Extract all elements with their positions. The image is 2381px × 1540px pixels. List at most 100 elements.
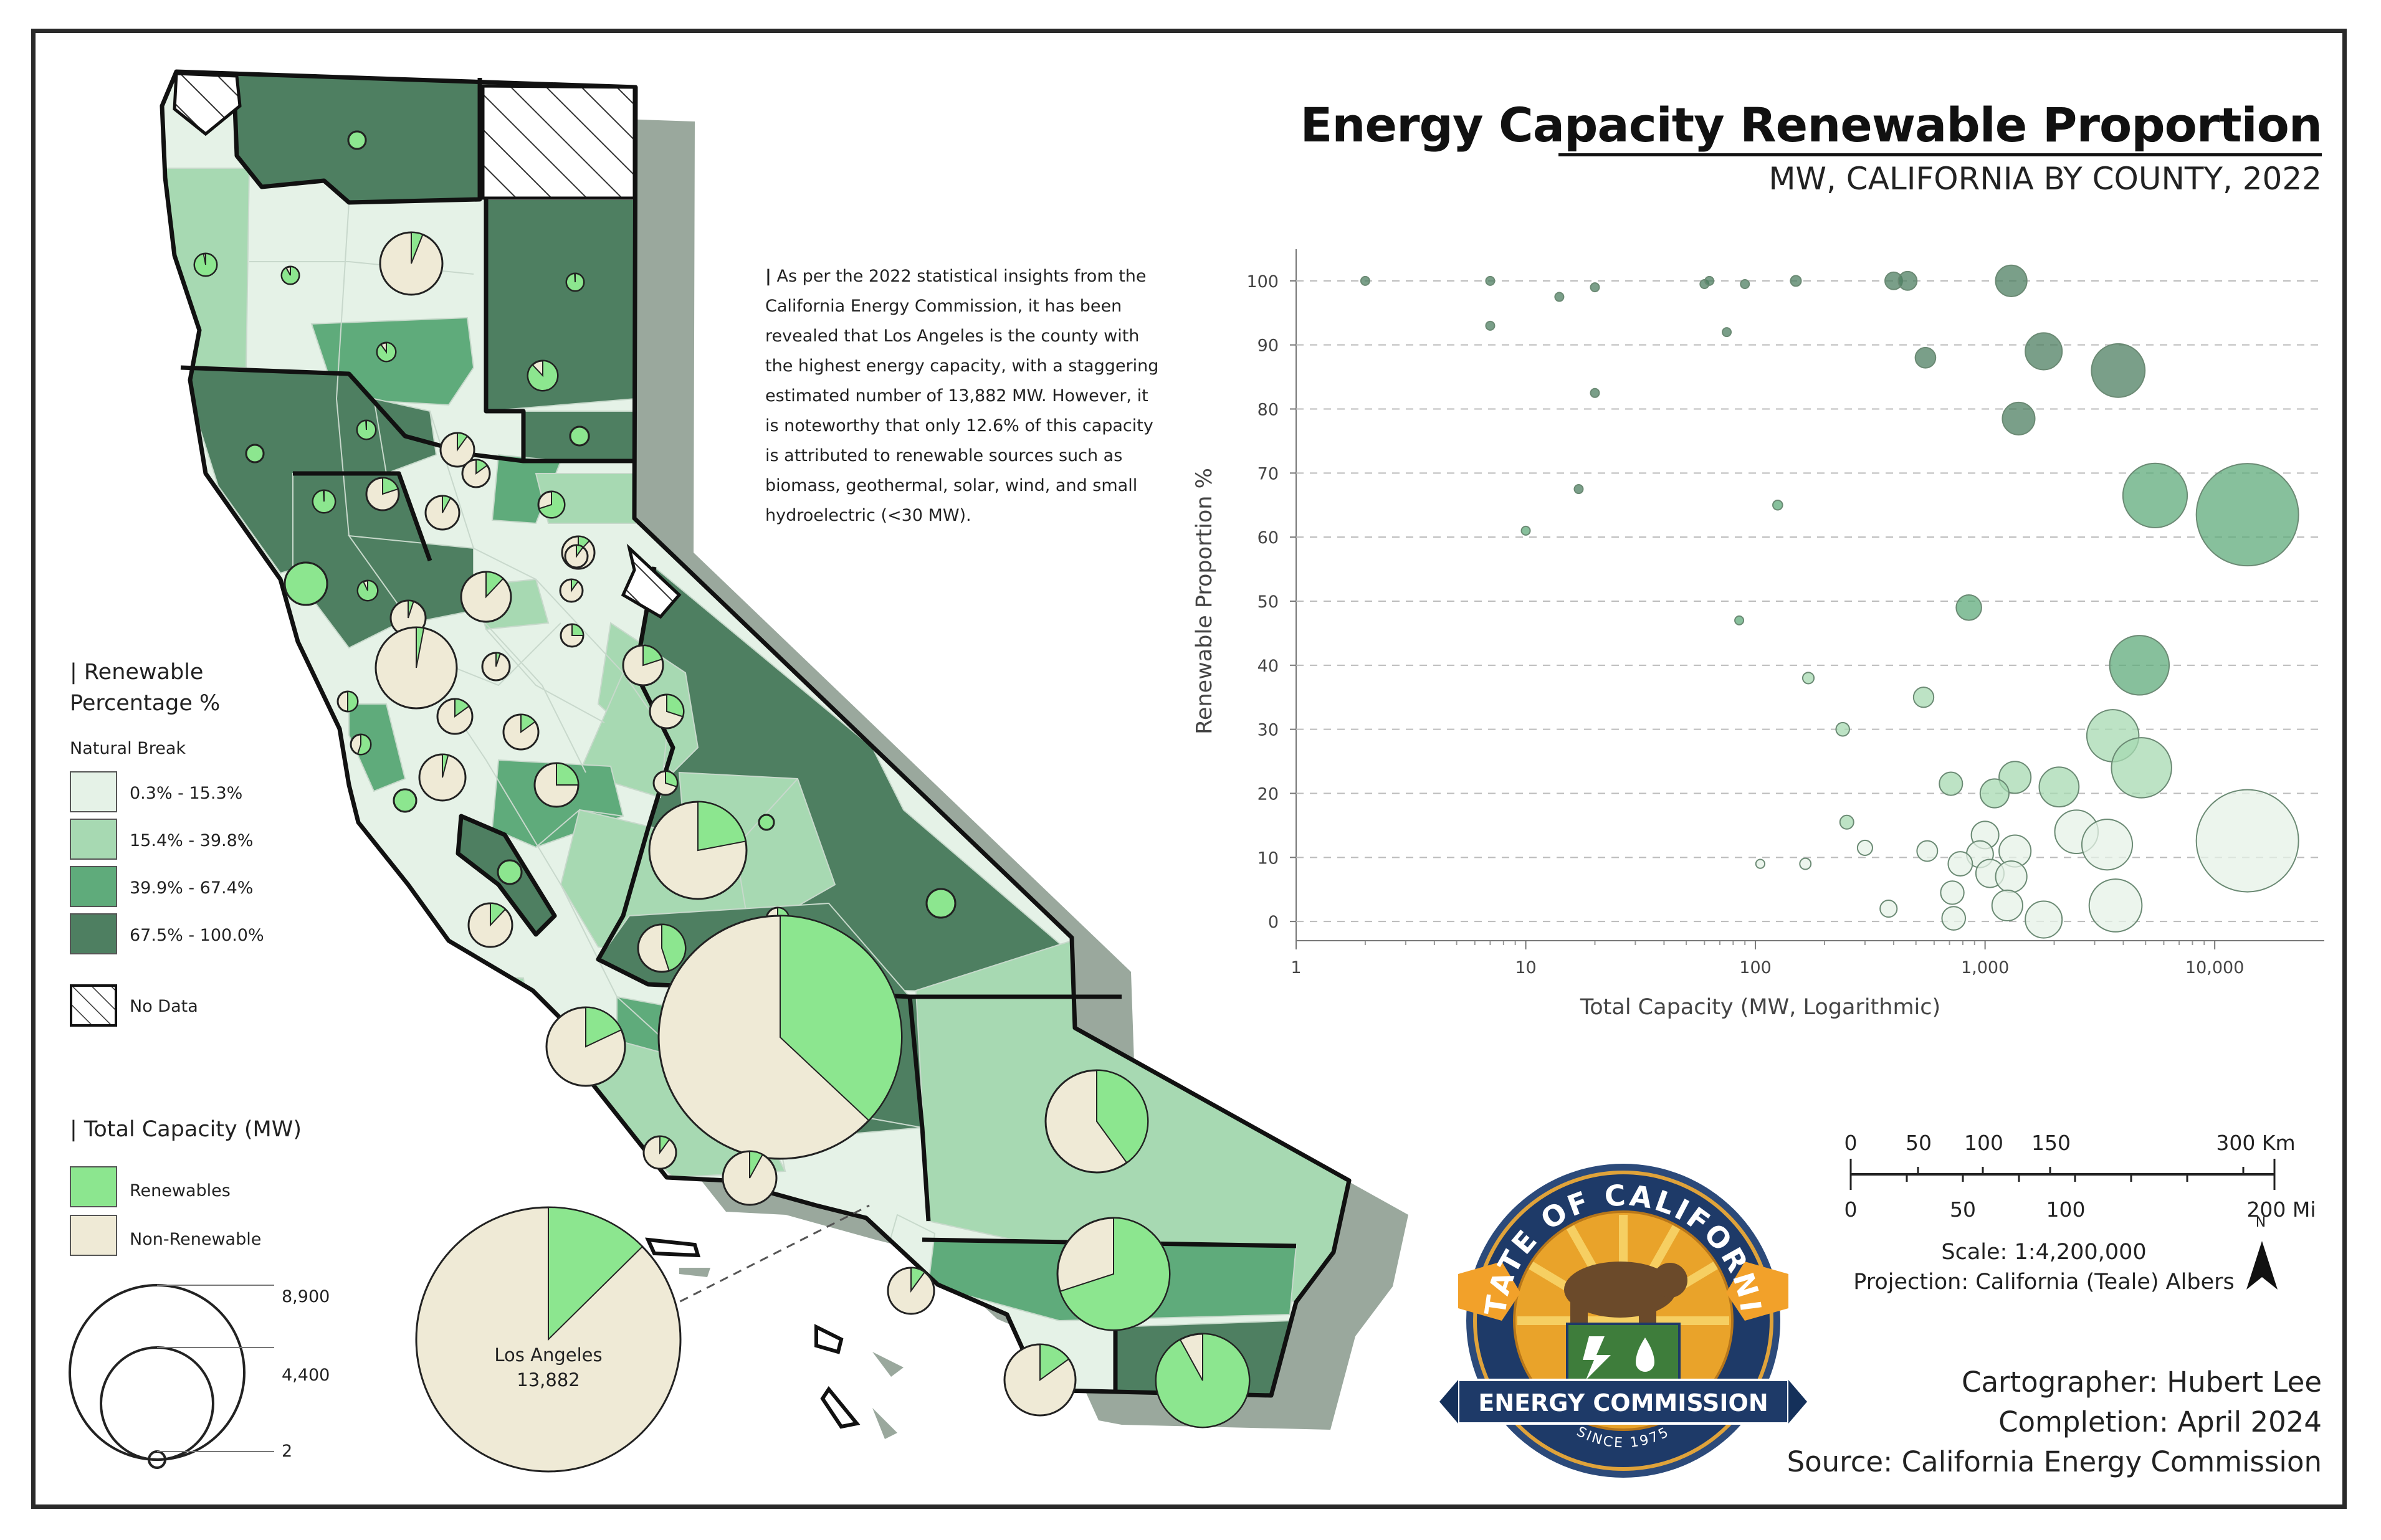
callout-leader	[666, 1204, 870, 1309]
county-pie	[1155, 1333, 1251, 1428]
county-pie	[375, 626, 458, 710]
scale-km-50: 50	[1906, 1131, 1932, 1155]
y-tick-label: 40	[1257, 657, 1279, 676]
scatter-point	[1799, 857, 1812, 870]
north-label: N	[2255, 1215, 2266, 1230]
county-pie	[356, 419, 377, 440]
county-pie	[193, 252, 218, 277]
county-pie	[758, 814, 775, 831]
legend-renewable-heading: | Renewable Percentage %	[70, 660, 221, 716]
county-pie	[642, 1135, 677, 1170]
nodata-del-norte-top	[173, 72, 242, 136]
scatter-point	[2091, 343, 2146, 398]
legend-swatch-nonrenewable	[70, 1215, 117, 1256]
scatter-point	[2109, 635, 2170, 696]
scale-ratio: Scale: 1:4,200,000	[1941, 1240, 2147, 1265]
county-pie	[502, 713, 540, 751]
legend-swatch-renewables	[70, 1166, 117, 1207]
scatter-point	[1879, 900, 1898, 918]
legend-nodata-swatch	[70, 984, 117, 1027]
county-pie	[350, 733, 372, 756]
y-tick-label: 100	[1246, 272, 1279, 292]
scatter-point	[1554, 292, 1565, 302]
description-text: | As per the 2022 statistical insights f…	[765, 267, 1159, 525]
county-pie	[439, 432, 475, 468]
north-arrow-icon	[2246, 1241, 2278, 1290]
county-pie	[436, 698, 474, 735]
county-pie	[559, 578, 584, 603]
legend-label-nonrenewable: Non-Renewable	[130, 1230, 262, 1249]
scatter-point	[1979, 778, 2010, 809]
scatter-point	[1940, 880, 1965, 905]
source-credit: Source: California Energy Commission	[1787, 1445, 2322, 1478]
nodata-alpine	[621, 543, 682, 619]
y-tick-label: 10	[1257, 848, 1279, 868]
scatter-point	[1912, 687, 1935, 708]
county-pie	[1056, 1217, 1171, 1331]
y-tick-label: 80	[1257, 401, 1279, 420]
x-tick-label: 10	[1515, 958, 1536, 977]
y-tick-label: 90	[1257, 336, 1279, 356]
scale-bar	[1849, 1159, 2276, 1190]
scatter-point	[2122, 462, 2188, 528]
county-pie	[1003, 1343, 1077, 1417]
scale-km-0: 0	[1844, 1131, 1858, 1155]
scatter-point	[2002, 401, 2036, 435]
x-tick-label: 10,000	[2185, 958, 2244, 977]
county-pie	[379, 231, 444, 296]
scale-mi-100: 100	[2046, 1197, 2086, 1222]
y-tick-label: 30	[1257, 721, 1279, 740]
energy-commission-seal: STATE OF CALIFORNIA ENERGY COMMISSION SI…	[1433, 1156, 1807, 1478]
scatter-point	[2025, 900, 2063, 939]
map-subtitle: MW, CALIFORNIA BY COUNTY, 2022	[1768, 161, 2322, 197]
county-pie	[497, 859, 523, 885]
legend-label-nodata: No Data	[130, 997, 198, 1016]
legend-size-medium: 4,400	[282, 1366, 330, 1385]
scatter-point	[1801, 672, 1815, 685]
county-pie	[461, 459, 491, 488]
county-pie	[569, 425, 590, 447]
county-pie	[533, 762, 580, 808]
legend-capacity-heading: | Total Capacity (MW)	[70, 1117, 302, 1142]
map-frame	[31, 29, 2347, 1509]
scatter-point	[2081, 819, 2134, 871]
x-tick-label: 100	[1739, 958, 1772, 977]
county-pie	[280, 265, 300, 285]
map-title: Energy Capacity Renewable Proportion	[1300, 97, 2322, 153]
cartographer-credit: Cartographer: Hubert Lee	[1962, 1366, 2322, 1399]
legend-label-class1: 0.3% - 15.3%	[130, 784, 243, 803]
scatter-point	[1755, 858, 1766, 869]
scatter-point	[1360, 275, 1370, 286]
county-pie	[564, 544, 589, 569]
county-pie	[284, 561, 328, 606]
projection-text: Projection: California (Teale) Albers	[1853, 1270, 2235, 1295]
county-pie	[418, 753, 467, 802]
scatter-point	[1995, 264, 2028, 297]
scatter-point	[1991, 889, 2023, 922]
title-underline	[1558, 153, 2322, 156]
scatter-point	[2195, 463, 2299, 567]
scatter-point	[1835, 721, 1850, 737]
scatter-point	[1704, 275, 1715, 286]
seal-banner-text: ENERGY COMMISSION	[1478, 1389, 1768, 1417]
county-pie	[460, 571, 512, 623]
county-pie	[887, 1267, 935, 1315]
scatter-point	[1914, 346, 1937, 369]
county-pie	[637, 923, 687, 973]
county-pie	[560, 623, 585, 648]
map-pies	[193, 130, 1251, 1428]
county-pie	[424, 495, 460, 531]
legend-size-circles	[69, 1284, 274, 1469]
legend-label-renewables: Renewables	[130, 1181, 231, 1200]
scale-mi-0: 0	[1844, 1197, 1858, 1222]
la-callout-county: Los Angeles	[494, 1344, 603, 1366]
x-tick-label: 1,000	[1961, 958, 2009, 977]
legend-label-class3: 39.9% - 67.4%	[130, 878, 254, 898]
scatter-point	[1790, 275, 1802, 287]
county-pie	[652, 770, 679, 796]
scatter-point	[1941, 906, 1967, 931]
county-pie	[622, 644, 664, 687]
scatter-point	[1485, 320, 1496, 331]
y-tick-label: 0	[1268, 913, 1279, 932]
